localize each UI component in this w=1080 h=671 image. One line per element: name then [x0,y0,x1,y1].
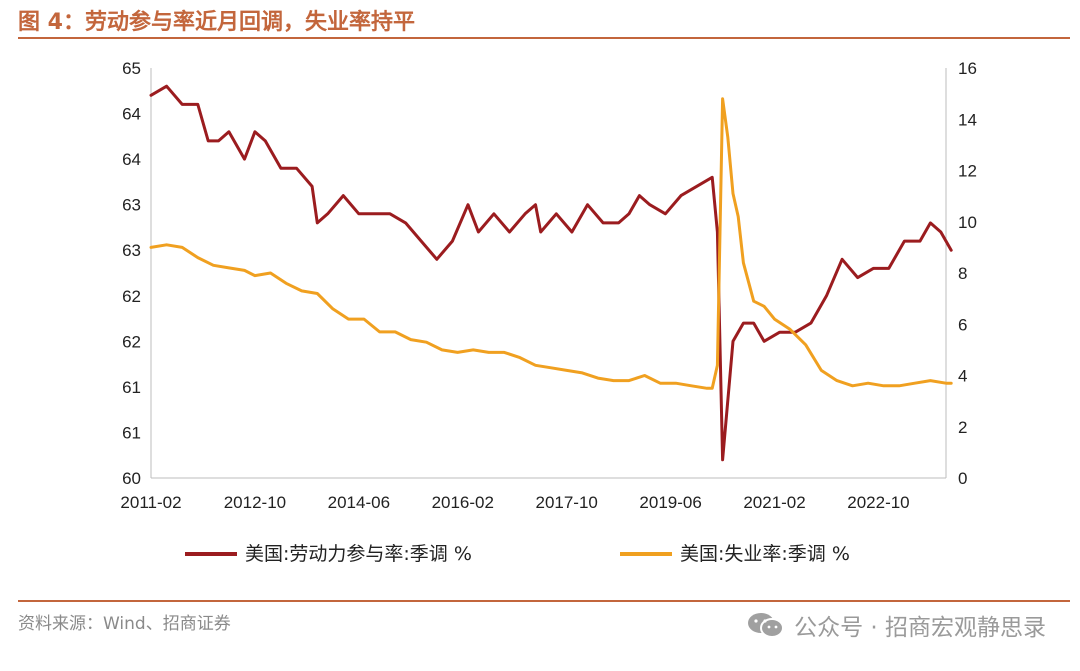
left-tick-label: 62 [122,287,141,306]
left-tick-label: 65 [122,59,141,78]
source-note: 资料来源：Wind、招商证券 [18,614,231,634]
source-rule [18,600,1070,602]
left-tick-label: 60 [122,469,141,488]
series-line-unemployment-rate [149,97,953,390]
watermark-text: 公众号 · 招商宏观静思录 [794,615,1046,641]
left-tick-label: 61 [122,423,141,442]
x-tick-label: 2011-02 [120,493,181,512]
right-tick-label: 16 [958,59,977,78]
title-rule [18,37,1070,39]
line-chart: 60 61 61 62 62 63 63 64 64 65 0 2 4 6 8 10 12 14 16 2011-02… [120,59,976,565]
x-tick-label: 2019-06 [639,493,701,512]
right-tick-label: 4 [958,367,967,386]
x-tick-label: 2017-10 [535,493,597,512]
left-tick-label: 62 [122,332,141,351]
left-tick-label: 61 [122,378,141,397]
x-tick-label: 2012-10 [224,493,286,512]
left-tick-label: 63 [122,196,141,215]
chart-axes: 60 61 61 62 62 63 63 64 64 65 0 2 4 6 8 10 12 14 16 2011-02… [120,59,976,512]
x-tick-label: 2014-06 [328,493,390,512]
right-tick-label: 0 [958,469,967,488]
x-tick-label: 2021-02 [743,493,805,512]
left-tick-label: 64 [122,150,141,169]
right-tick-label: 10 [958,213,977,232]
right-tick-label: 6 [958,315,967,334]
series-line-participation-rate [149,84,953,462]
right-tick-label: 12 [958,162,977,181]
right-tick-label: 14 [958,110,977,129]
legend-label: 美国:失业率:季调 % [680,543,850,565]
legend-label: 美国:劳动力参与率:季调 % [245,543,472,565]
left-tick-label: 64 [122,105,141,124]
left-tick-label: 63 [122,241,141,260]
figure-title: 图 4：劳动参与率近月回调，失业率持平 [18,10,415,35]
watermark: 公众号 · 招商宏观静思录 [746,608,1046,642]
wechat-icon [748,613,785,638]
right-tick-label: 2 [958,418,967,437]
x-tick-label: 2016-02 [432,493,494,512]
right-tick-label: 8 [958,264,967,283]
chart-legend: 美国:劳动力参与率:季调 % 美国:失业率:季调 % [185,543,850,565]
x-tick-label: 2022-10 [847,493,909,512]
series-layer [149,84,953,462]
